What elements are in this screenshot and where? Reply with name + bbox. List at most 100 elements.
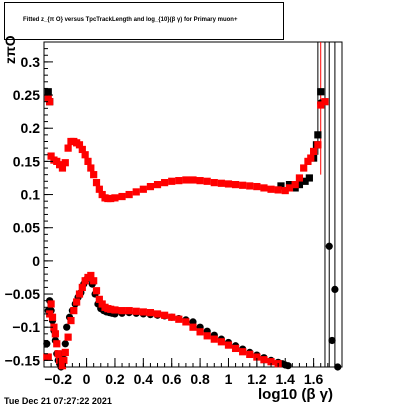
data-point-s3-12: [61, 348, 69, 357]
data-point-s0-13: [61, 340, 69, 348]
data-point-s3-31: [125, 307, 133, 315]
data-point-s2-50: [285, 184, 294, 192]
data-point-s3-28: [107, 305, 115, 313]
data-point-s3-23: [92, 287, 101, 295]
data-point-s2-29: [139, 185, 147, 193]
data-point-s2-30: [146, 182, 155, 191]
data-point-s3-29: [111, 306, 119, 314]
data-point-s2-14: [78, 145, 86, 154]
data-point-s3-50: [260, 356, 268, 364]
data-point-s3-21: [87, 271, 95, 280]
data-point-s2-18: [90, 171, 98, 179]
data-point-s2-36: [189, 176, 197, 184]
x-tick-label-5: 0.8: [190, 371, 210, 387]
data-point-s2-32: [161, 179, 169, 187]
data-point-s2-19: [92, 179, 101, 187]
data-point-s2-44: [246, 182, 254, 190]
data-point-s2-17: [87, 164, 95, 172]
data-point-s2-57: [314, 141, 322, 149]
data-point-s3-15: [70, 307, 78, 315]
data-point-s3-10: [58, 362, 67, 370]
data-point-s3-38: [175, 315, 183, 323]
x-tick-label-7: 1.2: [247, 371, 267, 387]
data-point-s2-34: [175, 177, 183, 185]
title-box: Fitted z_{π O} versus TpcTrackLength and…: [4, 2, 284, 40]
data-point-s2-33: [168, 177, 176, 185]
data-point-s1-11: [317, 88, 325, 96]
data-point-s2-13: [75, 141, 84, 149]
data-point-s3-46: [231, 344, 240, 353]
y-tick-label-6: 0.15: [13, 153, 40, 169]
x-tick-label-0: −0.2: [44, 371, 72, 387]
data-point-s3-40: [189, 323, 197, 331]
data-point-s3-2: [47, 300, 55, 308]
data-point-s2-52: [295, 174, 304, 182]
data-point-s2-9: [64, 144, 72, 152]
axis-ticks-layer: −0.2 0 0.2 0.4 0.6 0.8 1 1.2 1.4 1.6 −0.15 −0.1 −0.0…: [5, 48, 343, 387]
data-point-s2-2: [46, 98, 54, 106]
data-point-s3-14: [67, 316, 75, 325]
data-point-s2-49: [281, 186, 289, 195]
data-point-s3-42: [203, 332, 211, 340]
y-axis-label: zπO: [2, 35, 18, 64]
data-point-s0-0: [43, 340, 51, 348]
x-tick-label-9: 1.6: [304, 371, 324, 387]
y-tick-label-0: −0.15: [5, 352, 41, 368]
y-tick-label-5: 0.1: [21, 187, 41, 203]
data-point-s2-56: [310, 147, 318, 156]
data-point-s2-8: [61, 159, 69, 167]
data-point-s3-48: [246, 350, 254, 358]
data-point-s3-7: [54, 350, 62, 358]
x-axis-title: log10 (β γ): [258, 386, 333, 403]
data-point-s1-2: [277, 182, 285, 190]
data-point-s2-3: [47, 152, 55, 160]
data-point-s2-39: [210, 179, 218, 187]
data-point-s3-13: [64, 333, 72, 341]
data-point-s3-16: [73, 298, 81, 306]
timestamp: Tue Dec 21 07:27:22 2021: [4, 396, 112, 406]
x-axis-label: log10 (β γ): [258, 386, 333, 403]
data-point-s3-41: [196, 328, 204, 336]
data-point-s2-35: [182, 176, 190, 184]
data-point-s3-30: [118, 307, 126, 315]
data-point-s0-62: [334, 363, 342, 371]
data-point-s3-39: [182, 318, 190, 326]
data-point-s3-24: [95, 295, 103, 303]
data-point-s3-49: [253, 353, 261, 361]
data-point-s0-14: [63, 323, 71, 331]
data-point-s3-18: [78, 283, 86, 292]
data-point-s3-37: [168, 313, 176, 321]
data-point-s3-6: [53, 340, 61, 348]
data-point-s2-28: [132, 188, 140, 196]
data-point-s2-37: [196, 177, 204, 185]
x-tick-label-2: 0.2: [105, 371, 125, 387]
data-point-s3-5: [51, 330, 59, 338]
data-point-s3-17: [75, 290, 84, 298]
data-point-s0-57: [284, 362, 292, 370]
data-point-s3-36: [161, 311, 169, 319]
y-axis-title: zπO: [2, 35, 18, 64]
data-point-s3-3: [48, 313, 57, 321]
data-point-s2-25: [111, 194, 119, 202]
data-point-s2-20: [95, 185, 103, 193]
data-point-s1-10: [314, 131, 322, 139]
data-point-s2-41: [224, 180, 233, 188]
x-tick-label-3: 0.4: [134, 371, 154, 387]
data-point-s2-43: [239, 181, 247, 189]
data-point-s2-59: [321, 98, 329, 106]
y-tick-label-7: 0.2: [21, 120, 41, 136]
data-point-s3-11: [60, 356, 68, 364]
data-point-s2-15: [81, 151, 89, 159]
x-tick-label-4: 0.6: [162, 371, 182, 387]
data-point-s3-35: [153, 310, 162, 318]
data-point-s2-7: [58, 164, 67, 172]
data-point-s0-60: [328, 336, 336, 345]
x-tick-label-8: 1.4: [276, 371, 296, 387]
data-point-s3-47: [239, 348, 247, 356]
data-point-s2-55: [307, 154, 315, 162]
data-point-s2-48: [274, 186, 282, 194]
data-point-s1-5: [295, 181, 304, 189]
error-bars-layer: [317, 42, 336, 367]
data-point-s2-16: [84, 157, 92, 165]
data-point-s2-40: [217, 179, 225, 187]
